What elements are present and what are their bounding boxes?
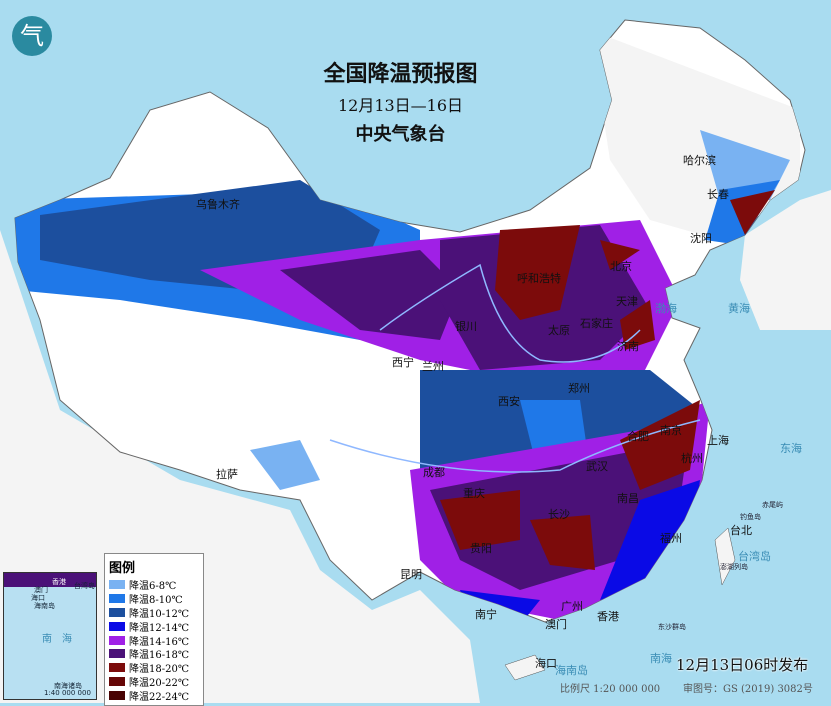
island-label: 钓鱼岛: [740, 513, 761, 521]
sea-label: 东海: [780, 442, 802, 455]
legend-swatch: [109, 635, 125, 645]
city-label: 沈阳: [690, 232, 712, 245]
city-label: 太原: [548, 324, 570, 337]
legend-item: 降温20-22℃: [109, 675, 199, 689]
legend-swatch: [109, 649, 125, 659]
sea-label: 海南岛: [555, 664, 588, 677]
legend-label: 降温20-22℃: [129, 677, 190, 689]
map-title: 全国降温预报图: [323, 62, 478, 87]
legend-swatch: [109, 580, 125, 590]
city-label: 台北: [730, 524, 752, 537]
sea-label: 南海: [650, 652, 672, 665]
city-label: 呼和浩特: [517, 272, 561, 285]
legend-item: 降温22-24℃: [109, 688, 199, 703]
city-label: 合肥: [627, 430, 649, 443]
city-label: 石家庄: [580, 317, 613, 330]
legend-item: 降温10-12℃: [109, 606, 199, 620]
date-range: 12月13日—16日: [337, 96, 464, 115]
sea-label: 台湾岛: [738, 550, 771, 563]
city-label: 兰州: [422, 360, 444, 373]
city-label: 重庆: [463, 487, 485, 500]
city-label: 银川: [455, 320, 477, 333]
city-label: 贵阳: [470, 542, 492, 555]
city-label: 南京: [660, 424, 682, 437]
inset-label: 香港: [52, 578, 66, 586]
city-label: 乌鲁木齐: [196, 198, 240, 211]
city-label: 南宁: [475, 608, 497, 621]
island-label: 东沙群岛: [658, 623, 686, 631]
inset-label: 海: [62, 634, 72, 645]
sea-label: 黄海: [728, 302, 750, 315]
city-label: 天津: [616, 295, 638, 308]
inset-label: 台湾岛: [74, 582, 95, 590]
city-label: 北京: [610, 260, 632, 273]
legend-swatch: [109, 607, 125, 617]
island-label: 澎湖列岛: [720, 563, 748, 571]
legend-label: 降温6-8℃: [129, 581, 177, 593]
city-label: 昆明: [400, 568, 422, 581]
legend-item: 降温14-16℃: [109, 633, 199, 648]
legend-swatch: [109, 676, 125, 686]
cma-logo: 气: [12, 16, 52, 56]
map-approval-number: 审图号：GS (2019) 3082号: [683, 684, 813, 695]
city-label: 郑州: [568, 382, 590, 395]
inset-label: 南海诸岛: [54, 682, 82, 690]
city-label: 长沙: [548, 508, 570, 521]
island-label: 赤尾屿: [762, 501, 783, 509]
legend-label: 降温16-18℃: [129, 650, 190, 662]
legend-item: 降温8-10℃: [109, 592, 199, 606]
legend-item: 降温12-14℃: [109, 619, 199, 634]
legend-label: 降温8-10℃: [129, 595, 183, 607]
issuer: 中央气象台: [355, 124, 446, 145]
legend-label: 降温10-12℃: [129, 609, 190, 620]
map-scale: 比例尺 1:20 000 000: [560, 684, 661, 695]
city-label: 武汉: [586, 460, 608, 473]
city-label: 成都: [423, 466, 445, 479]
city-label: 拉萨: [216, 468, 238, 481]
city-label: 香港: [597, 610, 619, 623]
city-label: 上海: [707, 434, 729, 447]
inset-scale: 1:40 000 000: [44, 689, 91, 697]
city-label: 福州: [660, 532, 682, 545]
city-label: 南昌: [617, 492, 639, 505]
legend-item: 降温16-18℃: [109, 647, 199, 661]
city-label: 澳门: [545, 618, 567, 631]
inset-label: 海口: [31, 594, 45, 602]
legend-label: 降温18-20℃: [129, 664, 190, 676]
city-label: 长春: [707, 188, 729, 201]
city-label: 广州: [561, 600, 583, 613]
inset-label: 海南岛: [34, 602, 55, 610]
south-china-sea-inset: 澳门 香港 台湾岛 海口 海南岛 南 海 南海诸岛 1:40 000 000: [3, 572, 97, 700]
legend: 图例 降温6-8℃ 降温8-10℃ 降温10-12℃ 降温12-14℃ 降温14-16℃…: [104, 553, 204, 706]
legend-label: 降温22-24℃: [129, 691, 190, 703]
legend-swatch: [109, 663, 125, 673]
city-label: 杭州: [681, 452, 703, 465]
sea-label: 渤海: [655, 302, 677, 315]
city-label: 西安: [498, 395, 520, 408]
publish-time: 12月13日06时发布: [676, 656, 809, 674]
inset-label: 澳门: [34, 586, 48, 594]
city-label: 西宁: [392, 356, 414, 369]
city-label: 济南: [617, 340, 639, 353]
city-label: 海口: [535, 657, 557, 670]
legend-swatch: [109, 621, 125, 631]
legend-item: 降温6-8℃: [109, 578, 199, 592]
legend-label: 降温12-14℃: [129, 622, 190, 634]
legend-title: 图例: [109, 561, 136, 576]
inset-label: 南: [42, 634, 52, 645]
legend-label: 降温14-16℃: [129, 636, 190, 648]
city-label: 哈尔滨: [683, 154, 716, 167]
legend-swatch: [109, 594, 125, 604]
legend-item: 降温18-20℃: [109, 661, 199, 675]
legend-swatch: [109, 690, 125, 700]
